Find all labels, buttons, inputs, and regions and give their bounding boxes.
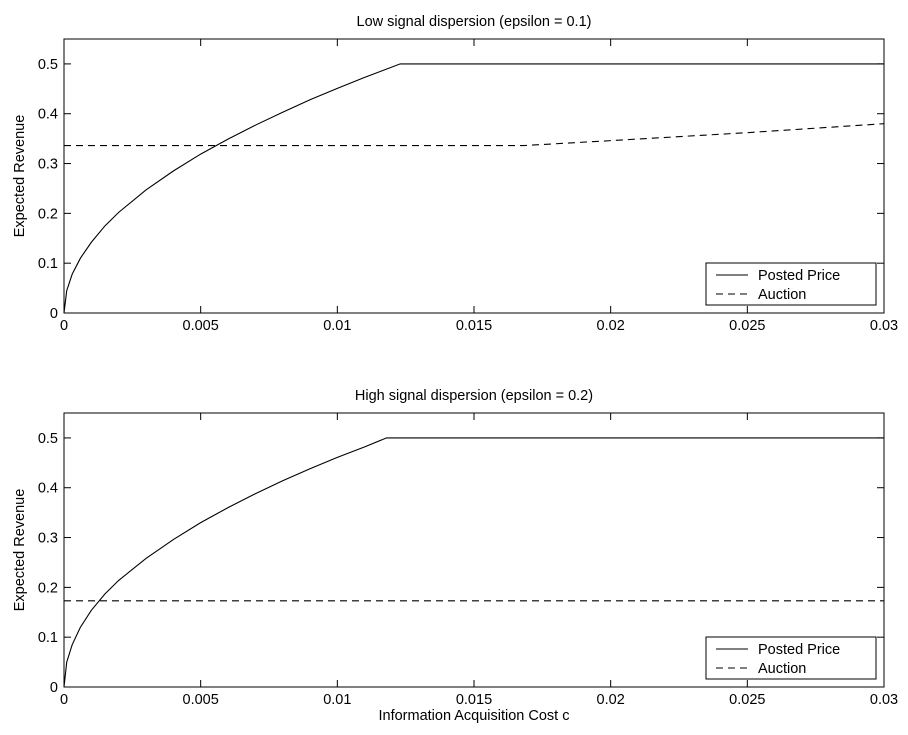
series-line-auction [64, 123, 885, 147]
chart-title: High signal dispersion (epsilon = 0.2) [355, 388, 593, 404]
x-tick-label: 0.01 [323, 692, 351, 708]
legend-box [705, 262, 877, 306]
chart-title: Low signal dispersion (epsilon = 0.1) [357, 14, 592, 30]
series-line-posted-price [63, 63, 884, 314]
x-tick-label: 0.005 [183, 318, 219, 334]
y-tick-label: 0.5 [38, 57, 58, 73]
y-tick-label: 0 [50, 306, 58, 322]
y-tick-label: 0.2 [38, 206, 58, 222]
x-tick-label: 0.03 [870, 692, 898, 708]
x-tick-label: 0.005 [183, 692, 219, 708]
x-tick-label: 0.02 [597, 318, 625, 334]
chart-panel-2: High signal dispersion (epsilon = 0.2)0 0… [12, 388, 898, 724]
legend-entry: Posted Price [758, 642, 840, 658]
series-line-posted-price [63, 437, 884, 688]
x-tick-label: 0.015 [456, 318, 492, 334]
y-tick-label: 0.3 [38, 531, 58, 547]
x-tick-label: 0.03 [870, 318, 898, 334]
x-tick-label: 0.025 [729, 692, 765, 708]
x-tick-label: 0.025 [729, 318, 765, 334]
y-tick-label: 0 [50, 680, 58, 696]
y-axis-label: Expected Revenue [12, 115, 28, 238]
y-tick-label: 0.3 [38, 157, 58, 173]
legend: Posted Price Auction [705, 262, 877, 306]
chart-panel-1: Low signal dispersion (epsilon = 0.1) 0 0.… [12, 14, 898, 334]
x-tick-label: 0.01 [323, 318, 351, 334]
legend-entry: Posted Price [758, 268, 840, 284]
legend: Posted Price Auction [705, 636, 877, 680]
x-tick-label: 0 [60, 318, 68, 334]
y-tick-label: 0.4 [38, 481, 58, 497]
legend-entry: Auction [758, 661, 806, 677]
legend-box [705, 636, 877, 680]
y-tick-label: 0.4 [38, 107, 58, 123]
x-axis-label: Information Acquisition Cost c [378, 708, 569, 724]
y-tick-label: 0.1 [38, 630, 58, 646]
y-axis-label: Expected Revenue [12, 489, 28, 612]
y-tick-label: 0.2 [38, 580, 58, 596]
x-tick-label: 0.015 [456, 692, 492, 708]
x-tick-label: 0 [60, 692, 68, 708]
legend-entry: Auction [758, 287, 806, 303]
x-tick-label: 0.02 [597, 692, 625, 708]
y-tick-label: 0.5 [38, 431, 58, 447]
y-tick-label: 0.1 [38, 256, 58, 272]
